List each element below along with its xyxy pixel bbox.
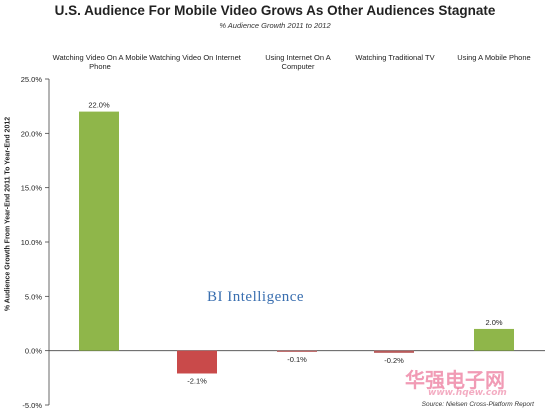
y-tick-label: 25.0% xyxy=(21,75,43,84)
bar-value-label: 22.0% xyxy=(88,101,110,110)
bar xyxy=(277,350,317,352)
bar-value-label: 2.0% xyxy=(485,318,502,327)
bar xyxy=(177,350,217,374)
bar-value-label: -2.1% xyxy=(187,376,207,385)
category-label-1: Watching Video On A Mobile Phone xyxy=(52,53,148,71)
y-tick-label: 5.0% xyxy=(25,292,42,301)
y-tick-label: -5.0% xyxy=(22,401,42,410)
chart-subtitle: % Audience Growth 2011 to 2012 xyxy=(219,21,331,30)
category-label-5: Using A Mobile Phone xyxy=(457,53,531,62)
y-tick-label: 10.0% xyxy=(21,238,43,247)
corner-watermark: 华强电子网 xyxy=(405,368,505,392)
category-label-4: Watching Traditional TV xyxy=(355,53,435,62)
category-label-3: Using Internet On A Computer xyxy=(265,53,331,71)
bar-value-label: -0.2% xyxy=(384,356,404,365)
y-tick-label: 20.0% xyxy=(21,129,43,138)
bar xyxy=(79,111,119,351)
y-tick-label: 15.0% xyxy=(21,184,43,193)
bi-intelligence-watermark: BI Intelligence xyxy=(207,289,305,305)
bar-value-label: -0.1% xyxy=(287,355,307,364)
y-tick-label: 0.0% xyxy=(25,347,42,356)
bar xyxy=(374,350,414,353)
chart-title: U.S. Audience For Mobile Video Grows As … xyxy=(54,3,496,18)
source-note: Source: Nielsen Cross-Platform Report xyxy=(421,401,534,408)
category-label-2: Watching Video On Internet xyxy=(149,53,241,62)
bar xyxy=(474,328,514,351)
corner-watermark-url: www.hqew.com xyxy=(428,388,507,398)
